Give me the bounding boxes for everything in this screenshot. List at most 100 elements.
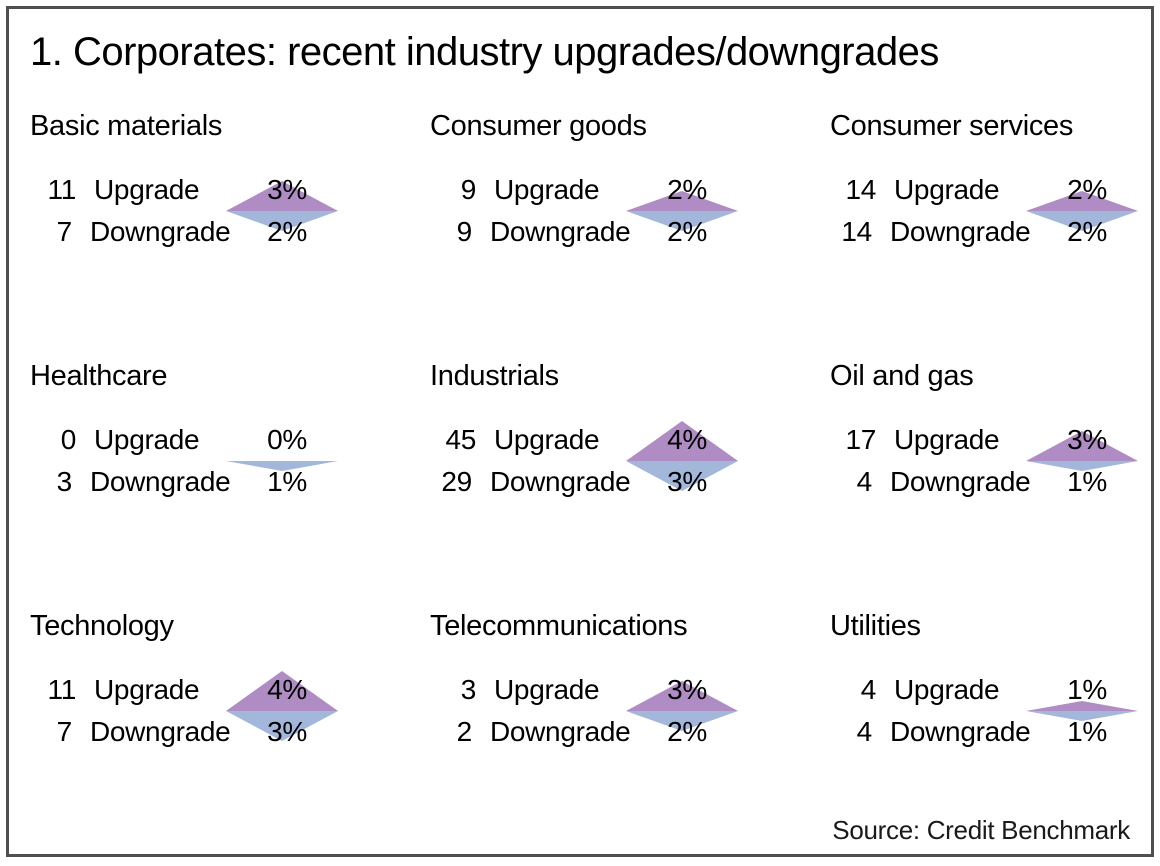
upgrade-triangle-icon [1026,191,1138,211]
panel-title: Consumer goods [430,110,647,142]
upgrade-label: Upgrade [494,424,600,455]
upgrade-row: 3 Upgrade 3% [430,669,760,711]
downgrade-triangle-icon [1026,211,1138,231]
downgrade-row: 2 Downgrade 2% [430,711,760,753]
upgrade-triangle-icon [1026,431,1138,461]
upgrade-triangle-icon [626,421,738,461]
downgrade-count: 4 [856,466,873,497]
downgrade-row: 7 Downgrade 2% [30,211,360,253]
panel-grid: Basic materials 11 Upgrade 3% 7 Downgrad… [30,109,1151,854]
stat-rows: 45 Upgrade 4% 29 Downgrade 3% [430,419,760,503]
downgrade-count: 2 [456,716,473,747]
stat-rows: 17 Upgrade 3% 4 Downgrade 1% [830,419,1151,503]
upgrade-percent: 4% [267,674,307,705]
downgrade-row: 3 Downgrade 1% [30,461,360,503]
stat-rows: 3 Upgrade 3% 2 Downgrade 2% [430,669,760,753]
upgrade-triangle-icon [1026,701,1138,711]
upgrade-row: 0 Upgrade 0% [30,419,360,461]
panel-title: Basic materials [30,110,223,142]
upgrade-label: Upgrade [494,174,600,205]
stat-rows: 0 Upgrade 0% 3 Downgrade 1% [30,419,360,503]
figure-frame: 1. Corporates: recent industry upgrades/… [6,6,1154,857]
upgrade-row: 45 Upgrade 4% [430,419,760,461]
upgrade-triangle-icon [626,191,738,211]
upgrade-count: 9 [460,174,477,205]
panel-oil-and-gas: Oil and gas 17 Upgrade 3% 4 Downgrade 1% [830,359,1151,609]
upgrade-percent: 1% [1067,674,1107,705]
panel-title: Oil and gas [830,360,974,392]
upgrade-percent: 2% [1067,174,1107,205]
upgrade-count: 14 [845,174,876,205]
panel-title: Utilities [830,610,921,642]
panel-consumer-goods: Consumer goods 9 Upgrade 2% 9 Downgrade … [430,109,760,359]
downgrade-triangle-icon [626,711,738,731]
upgrade-row: 17 Upgrade 3% [830,419,1151,461]
downgrade-percent: 1% [1067,716,1107,747]
panel-basic-materials: Basic materials 11 Upgrade 3% 7 Downgrad… [30,109,360,359]
downgrade-label: Downgrade [489,466,631,497]
upgrade-row: 11 Upgrade 4% [30,669,360,711]
downgrade-label: Downgrade [889,216,1031,247]
downgrade-percent: 1% [267,466,307,497]
upgrade-count: 4 [860,674,877,705]
upgrade-count: 45 [445,424,476,455]
source-attribution: Source: Credit Benchmark [832,815,1130,845]
upgrade-count: 11 [47,674,77,705]
downgrade-percent: 2% [667,716,707,747]
upgrade-label: Upgrade [94,674,200,705]
downgrade-row: 29 Downgrade 3% [430,461,760,503]
upgrade-percent: 0% [267,424,307,455]
chart-title: 1. Corporates: recent industry upgrades/… [30,30,939,74]
downgrade-triangle-icon [226,461,338,471]
upgrade-triangle-icon [226,181,338,211]
downgrade-label: Downgrade [89,216,231,247]
downgrade-triangle-icon [226,711,338,741]
upgrade-count: 3 [460,674,477,705]
downgrade-count: 14 [841,216,872,247]
downgrade-row: 4 Downgrade 1% [830,711,1151,753]
upgrade-label: Upgrade [894,174,1000,205]
upgrade-triangle-icon [226,671,338,711]
upgrade-label: Upgrade [894,674,1000,705]
panel-industrials: Industrials 45 Upgrade 4% 29 Downgrade 3… [430,359,760,609]
stat-rows: 4 Upgrade 1% 4 Downgrade 1% [830,669,1151,753]
upgrade-label: Upgrade [94,174,200,205]
downgrade-percent: 2% [1067,216,1107,247]
downgrade-triangle-icon [1026,711,1138,721]
downgrade-row: 4 Downgrade 1% [830,461,1151,503]
panel-utilities: Utilities 4 Upgrade 1% 4 Downgrade 1% [830,609,1151,854]
downgrade-row: 14 Downgrade 2% [830,211,1151,253]
downgrade-row: 9 Downgrade 2% [430,211,760,253]
upgrade-percent: 3% [667,674,707,705]
downgrade-label: Downgrade [89,466,231,497]
upgrade-count: 11 [47,174,77,205]
downgrade-count: 7 [56,716,73,747]
panel-title: Industrials [430,360,559,392]
downgrade-triangle-icon [226,211,338,231]
downgrade-triangle-icon [1026,461,1138,471]
downgrade-count: 3 [56,466,73,497]
panel-healthcare: Healthcare 0 Upgrade 0% 3 Downgrade 1% [30,359,360,609]
panel-consumer-services: Consumer services 14 Upgrade 2% 14 Downg… [830,109,1151,359]
panel-title: Consumer services [830,110,1074,142]
upgrade-label: Upgrade [894,424,1000,455]
downgrade-row: 7 Downgrade 3% [30,711,360,753]
upgrade-row: 14 Upgrade 2% [830,169,1151,211]
upgrade-percent: 4% [667,424,707,455]
downgrade-label: Downgrade [489,216,631,247]
downgrade-percent: 3% [667,466,707,497]
downgrade-count: 7 [56,216,73,247]
upgrade-row: 9 Upgrade 2% [430,169,760,211]
panel-technology: Technology 11 Upgrade 4% 7 Downgrade 3% [30,609,360,854]
panel-telecommunications: Telecommunications 3 Upgrade 3% 2 Downgr… [430,609,760,854]
downgrade-triangle-icon [626,461,738,491]
upgrade-label: Upgrade [494,674,600,705]
downgrade-percent: 3% [267,716,307,747]
panel-title: Healthcare [30,360,168,392]
upgrade-triangle-icon [626,681,738,711]
panel-title: Telecommunications [430,610,688,642]
downgrade-percent: 2% [667,216,707,247]
upgrade-count: 17 [845,424,876,455]
stat-rows: 11 Upgrade 3% 7 Downgrade 2% [30,169,360,253]
upgrade-count: 0 [60,424,77,455]
